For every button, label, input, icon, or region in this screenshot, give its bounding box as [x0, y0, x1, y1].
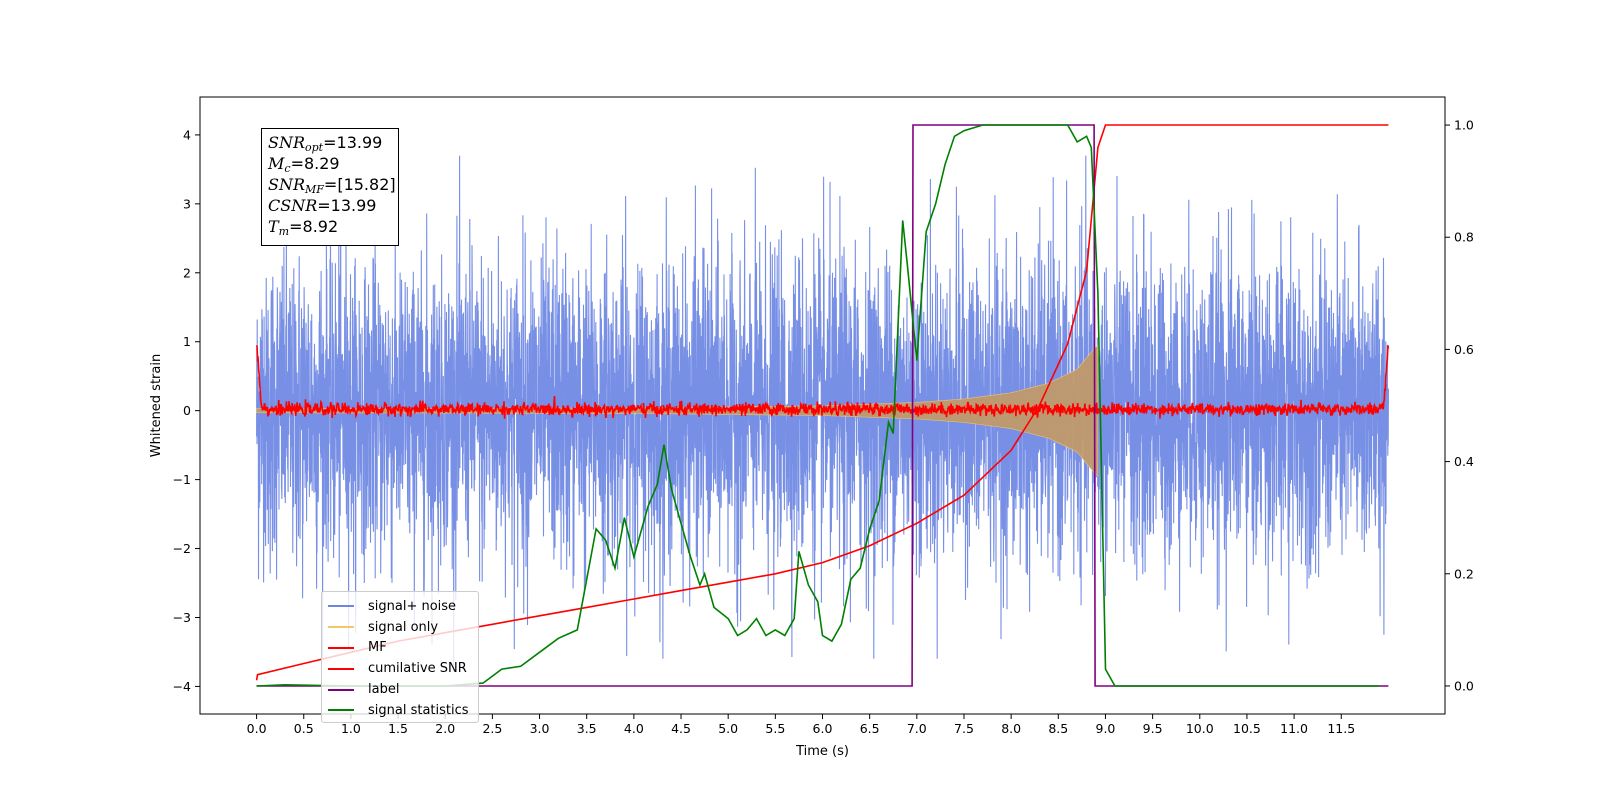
legend-swatch: [328, 688, 354, 691]
x-tick-label: 8.5: [1048, 721, 1068, 736]
y-tick-label: 3: [183, 196, 191, 211]
x-tick-label: 8.0: [1001, 721, 1021, 736]
legend-label: label: [368, 682, 400, 698]
y-tick-label: −2: [173, 541, 191, 556]
legend-label: signal+ noise: [368, 598, 457, 614]
y-tick-label: −3: [173, 610, 191, 625]
legend-label: cumilative SNR: [368, 661, 467, 677]
plot-area: [255, 124, 1390, 687]
y2-tick-label: 1.0: [1454, 118, 1474, 133]
csnr-line: CSNR=13.99: [268, 196, 377, 215]
tm-value: =8.92: [289, 217, 339, 236]
x-tick-label: 0.5: [294, 721, 314, 736]
snr-mf-line: SNRMF=[15.82]: [268, 175, 396, 196]
snr-opt-value: =13.99: [323, 133, 383, 152]
legend-item: MF: [328, 638, 478, 659]
snr-opt-line: SNRopt=13.99: [268, 133, 383, 154]
x-tick-label: 10.5: [1233, 721, 1261, 736]
y-tick-label: 2: [183, 265, 191, 280]
series-mf: [255, 345, 1390, 419]
mc-line: Mc=8.29: [268, 154, 340, 175]
legend-swatch: [328, 667, 354, 670]
y2-tick-label: 0.4: [1454, 454, 1474, 469]
x-tick-label: 7.5: [954, 721, 974, 736]
y-tick-label: −4: [173, 679, 191, 694]
x-tick-label: 5.5: [765, 721, 785, 736]
snr-mf-value: =[15.82]: [323, 175, 396, 194]
legend-item: signal only: [328, 617, 478, 638]
legend-swatch: [328, 709, 354, 712]
y-tick-label: 4: [183, 127, 191, 142]
x-tick-label: 1.5: [388, 721, 408, 736]
x-tick-label: 1.0: [341, 721, 361, 736]
x-axis-title: Time (s): [795, 744, 849, 759]
x-tick-label: 7.0: [907, 721, 927, 736]
legend-item: label: [328, 679, 478, 700]
x-tick-label: 2.0: [435, 721, 455, 736]
x-tick-label: 6.0: [813, 721, 833, 736]
x-tick-label: 2.5: [482, 721, 502, 736]
csnr-value: =13.99: [317, 196, 377, 215]
y-tick-label: 0: [183, 403, 191, 418]
x-tick-label: 9.0: [1096, 721, 1116, 736]
legend-label: MF: [368, 640, 387, 656]
y2-tick-label: 0.8: [1454, 230, 1474, 245]
x-tick-label: 10.0: [1186, 721, 1214, 736]
legend-label: signal only: [368, 619, 439, 635]
x-tick-label: 4.0: [624, 721, 644, 736]
axes: 0.0 0.5 1.0 1.5 2.0 2.5 3.0 3.5 4.0 4.5 5.0 5.5 6.0 6…: [149, 96, 1474, 759]
y2-tick-label: 0.0: [1454, 678, 1474, 693]
series-signal-noise: [256, 155, 1389, 673]
x-tick-label: 11.5: [1327, 721, 1355, 736]
x-tick-label: 4.5: [671, 721, 691, 736]
legend: signal+ noise signal only MF cumilative SNR…: [321, 591, 479, 723]
legend-swatch: [328, 605, 354, 608]
x-tick-label: 6.5: [860, 721, 880, 736]
legend-item: signal statistics: [328, 700, 478, 721]
mc-value: =8.29: [290, 154, 340, 173]
legend-item: signal+ noise: [328, 596, 478, 617]
x-tick-label: 5.0: [718, 721, 738, 736]
x-tick-label: 3.5: [577, 721, 597, 736]
legend-swatch: [328, 646, 354, 649]
series-signal-statistics: [256, 124, 1379, 687]
y-tick-label: 1: [183, 334, 191, 349]
legend-item: cumilative SNR: [328, 658, 478, 679]
legend-swatch: [328, 626, 354, 629]
plot-series-group: [255, 124, 1390, 687]
x-tick-label: 0.0: [247, 721, 267, 736]
y2-tick-label: 0.6: [1454, 342, 1474, 357]
x-tick-label: 3.0: [530, 721, 550, 736]
y-axis-title: Whitened strain: [149, 354, 164, 457]
x-tick-label: 11.0: [1280, 721, 1308, 736]
snr-info-box: SNRopt=13.99 Mc=8.29 SNRMF=[15.82] CSNR=…: [261, 128, 399, 246]
tm-line: Tm=8.92: [268, 217, 339, 238]
legend-label: signal statistics: [368, 702, 469, 718]
y2-tick-label: 0.2: [1454, 566, 1474, 581]
y-tick-label: −1: [173, 472, 191, 487]
x-tick-label: 9.5: [1143, 721, 1163, 736]
